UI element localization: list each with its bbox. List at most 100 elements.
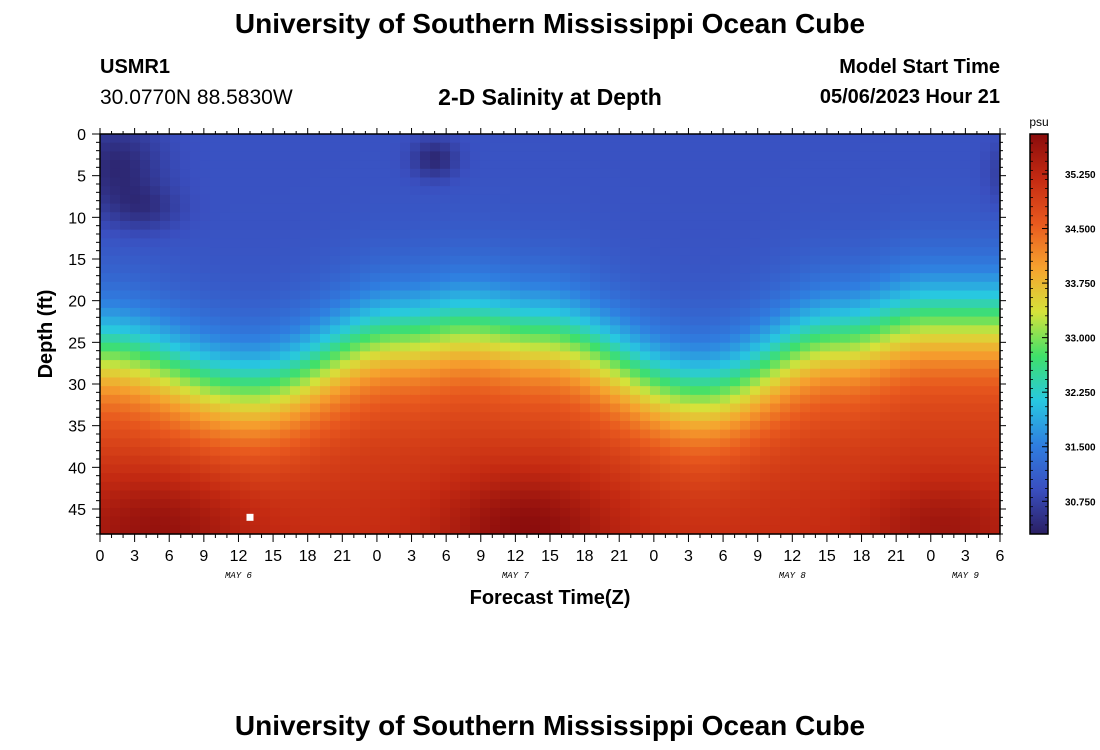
heatmap-cell [560,299,571,309]
heatmap-cell [150,525,161,535]
heatmap-cell [430,368,441,379]
heatmap-cell [930,255,941,266]
heatmap-cell [860,368,871,379]
heatmap-cell [500,481,511,492]
heatmap-cell [160,360,171,370]
heatmap-cell [700,334,711,344]
heatmap-cell [190,429,201,439]
heatmap-cell [480,194,491,205]
heatmap-cell [720,325,731,335]
heatmap-cell [610,168,621,179]
heatmap-cell [900,429,911,439]
heatmap-cell [750,281,761,292]
heatmap-cell [750,177,761,187]
heatmap-cell [340,299,351,309]
heatmap-cell [260,447,271,457]
heatmap-cell [350,473,361,483]
heatmap-cell [560,229,571,239]
heatmap-cell [300,360,311,370]
heatmap-cell [980,386,991,396]
heatmap-cell [660,307,671,318]
heatmap-cell [440,168,451,179]
heatmap-cell [870,134,881,144]
heatmap-cell [800,247,811,257]
heatmap-cell [850,307,861,318]
heatmap-cell [760,499,771,509]
heatmap-cell [750,394,761,405]
heatmap-cell [430,403,441,413]
heatmap-cell [210,499,221,509]
heatmap-cell [130,412,141,422]
heatmap-cell [270,525,281,535]
heatmap-cell [950,186,961,196]
heatmap-cell [570,134,581,144]
heatmap-cell [780,368,791,379]
heatmap-cell [950,334,961,344]
heatmap-cell [650,368,661,379]
heatmap-cell [150,473,161,483]
heatmap-cell [770,394,781,405]
heatmap-cell [710,438,721,448]
heatmap-cell [350,229,361,239]
heatmap-cell [920,403,931,413]
heatmap-cell [140,134,151,144]
heatmap-cell [490,481,501,492]
heatmap-cell [700,203,711,213]
heatmap-cell [110,438,121,448]
heatmap-cell [610,516,621,526]
heatmap-cell [790,325,801,335]
heatmap-cell [500,455,511,466]
heatmap-cell [530,455,541,466]
heatmap-cell [160,273,171,283]
heatmap-cell [220,307,231,318]
heatmap-cell [530,351,541,361]
heatmap-cell [360,299,371,309]
heatmap-cell [170,212,181,222]
heatmap-cell [590,203,601,213]
heatmap-cell [710,247,721,257]
heatmap-cell [140,229,151,239]
heatmap-cell [630,168,641,179]
heatmap-cell [930,403,941,413]
heatmap-cell [830,360,841,370]
heatmap-cell [880,281,891,292]
heatmap-cell [320,264,331,274]
heatmap-cell [550,212,561,222]
heatmap-cell [710,464,721,474]
heatmap-cell [800,351,811,361]
heatmap-cell [440,151,451,161]
heatmap-cell [170,455,181,466]
heatmap-cell [850,168,861,179]
heatmap-cell [820,186,831,196]
heatmap-cell [390,420,401,431]
heatmap-cell [940,264,951,274]
heatmap-cell [240,290,251,300]
heatmap-cell [540,290,551,300]
heatmap-cell [660,342,671,352]
heatmap-cell [400,142,411,152]
heatmap-cell [750,516,761,526]
heatmap-cell [920,420,931,431]
y-tick-label: 10 [68,210,86,227]
heatmap-cell [540,220,551,231]
heatmap-cell [360,429,371,439]
heatmap-cell [180,499,191,509]
heatmap-cell [420,334,431,344]
heatmap-cell [680,473,691,483]
heatmap-cell [380,412,391,422]
heatmap-cell [650,516,661,526]
heatmap-cell [670,490,681,500]
heatmap-cell [850,160,861,170]
heatmap-cell [560,368,571,379]
colorbar-tick-label: 31.500 [1065,443,1096,454]
x-tick-label: 18 [299,548,317,565]
heatmap-cell [370,464,381,474]
heatmap-cell [500,420,511,431]
heatmap-cell [550,142,561,152]
heatmap-cell [560,203,571,213]
heatmap-cell [760,516,771,526]
heatmap-cell [620,212,631,222]
heatmap-cell [430,220,441,231]
heatmap-cell [460,247,471,257]
heatmap-cell [610,438,621,448]
